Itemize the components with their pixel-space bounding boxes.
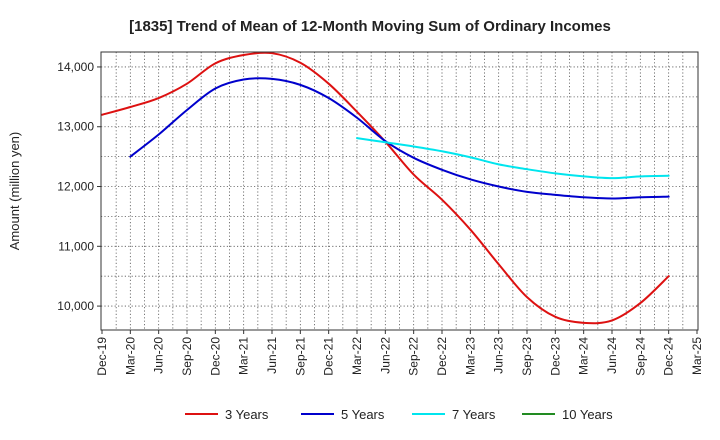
x-tick-label: Sep-24 <box>633 337 647 376</box>
x-tick-label: Jun-23 <box>492 337 506 374</box>
legend: 3 Years 5 Years 7 Years 10 Years <box>185 407 613 422</box>
x-tick-label: Mar-22 <box>350 337 364 375</box>
x-tick-label: Jun-24 <box>605 337 619 374</box>
series-line-5-years <box>129 77 670 200</box>
y-tick-label: 12,000 <box>57 180 94 194</box>
legend-label-10-years: 10 Years <box>562 407 613 422</box>
x-tick-label: Jun-22 <box>378 337 392 374</box>
x-tick-label: Mar-24 <box>577 337 591 375</box>
x-tick-label: Dec-23 <box>548 337 562 376</box>
x-tick-label: Sep-20 <box>180 337 194 376</box>
series-line-7-years <box>356 137 670 180</box>
x-tick-label: Mar-20 <box>123 337 137 375</box>
x-axis-ticks: Dec-19 Mar-20 Jun-20 Sep-20 Dec-20 Mar-21 Jun-… <box>95 330 704 376</box>
x-tick-label: Sep-21 <box>293 337 307 376</box>
legend-label-7-years: 7 Years <box>452 407 496 422</box>
x-tick-label: Dec-24 <box>662 337 676 376</box>
y-tick-label: 13,000 <box>57 120 94 134</box>
y-tick-label: 11,000 <box>58 239 94 253</box>
x-tick-label: Dec-21 <box>322 337 336 376</box>
x-tick-label: Dec-20 <box>208 337 222 376</box>
x-tick-label: Jun-21 <box>265 337 279 374</box>
x-tick-label: Mar-21 <box>237 337 251 375</box>
x-tick-label: Mar-25 <box>690 337 704 375</box>
y-axis-ticks: 10,000 11,000 12,000 13,000 14,000 <box>57 60 101 313</box>
x-tick-label: Jun-20 <box>152 337 166 374</box>
grid <box>101 52 698 330</box>
x-tick-label: Sep-22 <box>407 337 421 376</box>
legend-label-5-years: 5 Years <box>341 407 385 422</box>
plot-frame <box>100 51 699 331</box>
x-tick-label: Dec-22 <box>435 337 449 376</box>
x-tick-label: Sep-23 <box>520 337 534 376</box>
legend-label-3-years: 3 Years <box>225 407 269 422</box>
y-axis-title: Amount (million yen) <box>7 132 22 251</box>
x-tick-label: Dec-19 <box>95 337 109 376</box>
series-lines <box>101 51 670 325</box>
y-tick-label: 14,000 <box>57 60 94 74</box>
y-tick-label: 10,000 <box>57 299 94 313</box>
chart-title: [1835] Trend of Mean of 12-Month Moving … <box>129 18 611 35</box>
x-tick-label: Mar-23 <box>463 337 477 375</box>
